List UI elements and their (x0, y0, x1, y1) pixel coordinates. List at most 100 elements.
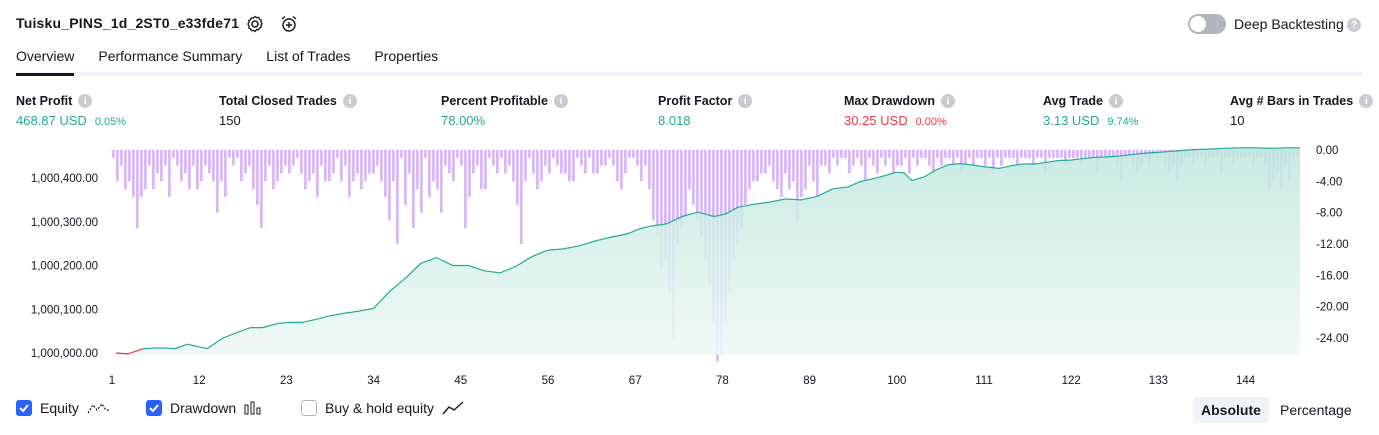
metric-label: Avg Trade (1043, 94, 1103, 108)
metric-label: Net Profit (16, 94, 73, 108)
drawdown-bar (892, 150, 895, 174)
drawdown-bar (740, 150, 743, 229)
drawdown-bar (736, 150, 739, 244)
info-icon[interactable]: i (1108, 94, 1123, 108)
gear-icon[interactable] (245, 14, 265, 34)
drawdown-bar (688, 150, 691, 190)
equity-option[interactable]: Equity (16, 400, 111, 416)
info-icon[interactable]: i (1359, 94, 1374, 108)
drawdown-bar (276, 150, 279, 182)
drawdown-bar (420, 150, 423, 213)
deep-backtesting-label: Deep Backtesting (1234, 16, 1344, 32)
equity-negative-line (115, 348, 144, 355)
drawdown-bar (792, 150, 795, 182)
drawdown-bar (200, 150, 203, 182)
drawdown-bar (1044, 150, 1047, 174)
alarm-add-icon[interactable] (279, 14, 299, 34)
x-axis: 1 12 23 34 45 56 67 78 89 100 111 122 133 144 (109, 375, 1256, 387)
x-tick-label: 100 (887, 375, 906, 387)
drawdown-bar (604, 150, 607, 166)
y-right-tick-label: 0.00 (1316, 145, 1338, 157)
drawdown-bar (948, 150, 951, 158)
tab-performance-summary[interactable]: Performance Summary (98, 48, 243, 64)
drawdown-bar (960, 150, 963, 174)
drawdown-bar (660, 150, 663, 268)
tab-properties[interactable]: Properties (374, 48, 439, 64)
drawdown-bar (932, 150, 935, 174)
drawdown-bar (632, 150, 635, 158)
drawdown-bar (292, 150, 295, 166)
drawdown-bar (876, 150, 879, 174)
drawdown-bar (1064, 150, 1067, 166)
drawdown-bar (648, 150, 651, 190)
drawdown-bar (676, 150, 679, 244)
drawdown-bar (620, 150, 623, 190)
info-icon[interactable]: i (941, 94, 955, 108)
equity-drawdown-chart[interactable]: 1,000,400.00 1,000,300.00 1,000,200.00 1,00… (0, 140, 1379, 390)
drawdown-bar (564, 150, 567, 174)
drawdown-bar (472, 150, 475, 174)
drawdown-bar (1052, 150, 1055, 158)
metric-value: 10 (1230, 113, 1245, 128)
drawdown-label: Drawdown (170, 400, 237, 416)
y-right-tick-label: -8.00 (1316, 208, 1342, 220)
drawdown-bar (760, 150, 763, 174)
drawdown-bar (984, 150, 987, 166)
deep-backtesting-toggle[interactable] (1188, 14, 1226, 34)
drawdown-option[interactable]: Drawdown (146, 400, 264, 416)
drawdown-bar (832, 150, 835, 158)
bar-chart-icon (244, 401, 261, 415)
drawdown-bar (920, 150, 923, 158)
metric-value: 150 (219, 113, 241, 128)
drawdown-bar (1024, 150, 1027, 158)
metric-percent: 0.05% (94, 116, 127, 128)
info-icon[interactable]: i (78, 94, 93, 108)
drawdown-bar (1084, 150, 1087, 158)
info-icon[interactable]: i (553, 94, 568, 108)
absolute-button[interactable]: Absolute (1193, 397, 1269, 423)
info-icon[interactable]: i (342, 94, 357, 108)
drawdown-bar (304, 150, 307, 190)
drawdown-bar (164, 150, 167, 166)
drawdown-bar (316, 150, 319, 197)
drawdown-bar (556, 150, 559, 166)
drawdown-bar (996, 150, 999, 158)
percentage-button[interactable]: Percentage (1280, 402, 1352, 418)
drawdown-checkbox[interactable] (146, 400, 162, 416)
buy-hold-checkbox[interactable] (301, 400, 317, 416)
drawdown-bar (584, 150, 587, 174)
x-tick-label: 111 (975, 375, 992, 387)
drawdown-bar (536, 150, 539, 190)
drawdown-bar (112, 150, 115, 158)
drawdown-bar (592, 150, 595, 174)
drawdown-bar (764, 150, 767, 174)
info-icon[interactable]: i (738, 94, 753, 108)
drawdown-bar (192, 150, 195, 166)
help-icon[interactable]: ? (1347, 18, 1361, 32)
drawdown-bar (228, 150, 231, 158)
drawdown-bar (364, 150, 367, 182)
drawdown-bar (1124, 150, 1127, 158)
drawdown-bar (336, 150, 339, 158)
drawdown-bar (580, 150, 583, 166)
drawdown-bar (224, 150, 227, 197)
drawdown-bar (528, 150, 531, 158)
drawdown-bar (208, 150, 211, 174)
drawdown-bar (560, 150, 563, 174)
drawdown-bar (444, 150, 447, 166)
drawdown-bar (904, 150, 907, 158)
drawdown-bar (140, 150, 143, 197)
equity-checkbox[interactable] (16, 400, 32, 416)
drawdown-bar (544, 150, 547, 166)
tab-overview[interactable]: Overview (16, 48, 75, 76)
drawdown-bar (1000, 150, 1003, 166)
drawdown-bar (972, 150, 975, 166)
drawdown-bar (640, 150, 643, 182)
buy-hold-option[interactable]: Buy & hold equity (301, 400, 464, 416)
drawdown-bar (136, 150, 139, 229)
drawdown-bar (896, 150, 899, 166)
tab-list-of-trades[interactable]: List of Trades (266, 48, 351, 64)
drawdown-bar (180, 150, 183, 182)
drawdown-bar (812, 150, 815, 182)
metric-label: Total Closed Trades (219, 94, 337, 108)
